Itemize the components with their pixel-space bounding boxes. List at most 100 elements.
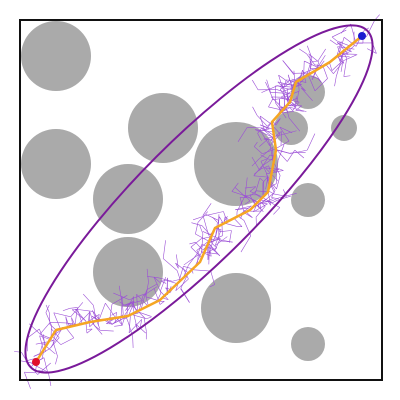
tree-edge — [272, 118, 281, 127]
tree-edge — [123, 300, 135, 317]
tree-edge — [182, 268, 189, 280]
tree-edge — [53, 312, 61, 330]
tree-edge — [95, 326, 101, 331]
tree-edge — [189, 241, 196, 245]
tree-edge — [253, 175, 267, 178]
tree-edge — [233, 218, 243, 227]
obstacles — [21, 21, 357, 361]
tree-edge — [100, 329, 114, 332]
tree-edge — [43, 357, 48, 373]
tree-edge — [157, 277, 173, 282]
tree-edge — [111, 312, 117, 316]
tree-edge — [197, 211, 208, 223]
tree-edge — [343, 75, 351, 77]
tree-edge — [331, 29, 347, 38]
tree-edge — [340, 61, 344, 72]
tree-edge — [195, 242, 203, 251]
tree-edge — [266, 79, 271, 93]
tree-edge — [235, 207, 250, 211]
tree-edge — [259, 115, 266, 131]
tree-edge — [290, 107, 307, 112]
tree-edge — [65, 327, 75, 339]
tree-edge — [292, 101, 300, 111]
tree-edge — [240, 235, 252, 253]
tree-edge — [279, 130, 297, 136]
goal-point — [358, 32, 366, 40]
tree-edge — [190, 238, 202, 248]
tree-edge — [284, 84, 302, 92]
tree-edge — [42, 343, 56, 355]
tree-edge — [82, 293, 94, 306]
tree-edge — [314, 78, 328, 92]
tree-edge — [256, 190, 269, 193]
tree-edge — [39, 328, 47, 346]
tree-edge — [25, 357, 39, 362]
tree-edge — [276, 175, 281, 190]
tree-edge — [307, 57, 313, 74]
tree-edge — [308, 61, 313, 75]
tree-edge — [40, 334, 50, 339]
tree-edge — [270, 131, 282, 141]
tree-edge — [336, 40, 350, 47]
tree-edge — [128, 319, 142, 334]
tree-edge — [317, 48, 326, 62]
tree-edge — [221, 224, 223, 236]
tree-edge — [229, 230, 232, 243]
tree-edge — [45, 304, 50, 313]
tree-edge — [112, 316, 127, 325]
tree-edge — [201, 225, 211, 235]
obstacle — [291, 327, 325, 361]
tree-edge — [312, 60, 318, 63]
tree-edge — [145, 316, 152, 320]
tree-edge — [234, 187, 247, 199]
tree-edge — [45, 312, 52, 326]
tree-edge — [268, 98, 274, 108]
tree-edge — [262, 148, 276, 155]
tree-edge — [306, 45, 313, 59]
tree-edge — [160, 280, 167, 284]
obstacle — [93, 237, 163, 307]
tree-edge — [113, 292, 130, 301]
tree-edge — [304, 60, 318, 68]
tree-edge — [167, 280, 178, 284]
tree-edge — [128, 314, 131, 333]
tree-edge — [260, 124, 270, 130]
tree-edge — [86, 328, 93, 334]
tree-edge — [278, 75, 285, 92]
tree-edge — [132, 305, 146, 320]
tree-edge — [293, 70, 295, 81]
tree-edge — [223, 216, 226, 222]
tree-edge — [223, 211, 228, 222]
tree-edge — [249, 191, 263, 198]
tree-edge — [329, 62, 333, 71]
tree-edge — [106, 318, 115, 325]
tree-edge — [275, 149, 290, 154]
obstacle — [274, 111, 308, 145]
tree-edge — [276, 167, 284, 171]
tree-edge — [281, 83, 290, 101]
tree-edge — [201, 236, 211, 240]
map-border — [19, 19, 383, 381]
tree-edge — [273, 207, 281, 215]
tree-edge — [74, 307, 78, 326]
tree-edge — [188, 251, 199, 266]
tree-edge — [253, 203, 268, 213]
tree-edge — [71, 309, 87, 322]
tree-edge — [65, 316, 69, 326]
tree-edge — [245, 195, 259, 203]
tree-edge — [325, 64, 334, 74]
tree-edge — [280, 95, 288, 99]
tree-edge — [334, 76, 337, 87]
tree-edge — [335, 61, 342, 77]
tree-edge — [298, 48, 307, 55]
tree-edge — [136, 293, 149, 307]
tree-edge — [287, 74, 291, 81]
tree-edge — [239, 197, 245, 214]
tree-edge — [255, 129, 273, 133]
tree-edge — [128, 303, 134, 316]
tree-edge — [218, 214, 220, 224]
tree-edge — [205, 211, 224, 217]
tree-edge — [260, 161, 267, 174]
tree-edge — [283, 91, 286, 108]
